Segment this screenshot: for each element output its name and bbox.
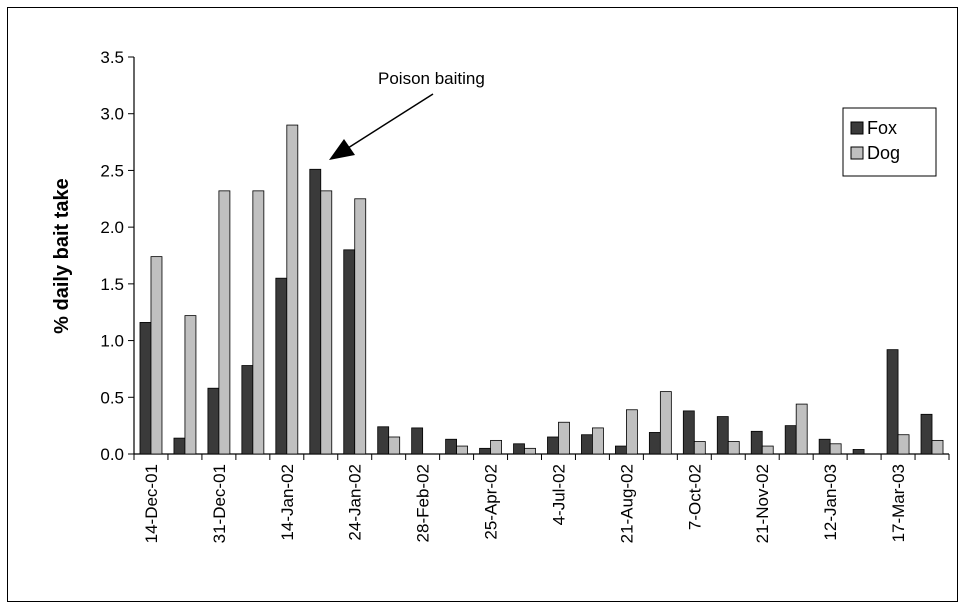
bar-dog: [150, 256, 163, 455]
y-axis-title: % daily bait take: [51, 178, 73, 334]
bar-fox: [716, 416, 729, 455]
bar-dog: [218, 190, 231, 455]
bar-dog: [490, 439, 502, 455]
bar-fox: [886, 349, 899, 455]
bar-dog: [626, 409, 638, 455]
bar-fox: [309, 168, 322, 455]
bar-dog: [558, 421, 570, 455]
y-tick-label: 0.0: [100, 445, 124, 464]
legend-label-dog: Dog: [867, 143, 900, 163]
bar-fox: [241, 365, 254, 455]
bar-fox: [547, 436, 559, 455]
annotation-text: Poison baiting: [378, 69, 485, 88]
bar-fox: [343, 249, 356, 455]
bar-fox: [479, 447, 491, 455]
annotation: Poison baiting: [329, 69, 485, 160]
y-tick-label: 1.5: [100, 275, 124, 294]
y-tick-label: 1.0: [100, 332, 124, 351]
bar-dog: [320, 190, 333, 455]
bar-fox: [377, 426, 390, 455]
bar-dog: [931, 439, 944, 455]
bar-fox: [411, 427, 424, 455]
bar-dog: [184, 315, 197, 455]
y-tick-label: 3.0: [100, 105, 124, 124]
bar-dog: [897, 434, 910, 455]
legend-label-fox: Fox: [867, 118, 897, 138]
bar-fox: [445, 438, 458, 455]
bar-fox: [750, 430, 763, 455]
bar-fox: [852, 449, 865, 455]
x-tick-label: 14-Jan-02: [278, 464, 297, 541]
legend-swatch-fox: [850, 121, 864, 135]
legend: Fox Dog: [842, 107, 937, 177]
x-tick-label: 7-Oct-02: [685, 464, 704, 530]
legend-box: [842, 107, 937, 177]
bar-dog: [795, 403, 808, 455]
bar-dog: [388, 436, 401, 455]
bar-dog: [659, 391, 672, 455]
bar-dog: [829, 443, 842, 455]
x-tick-label: 4-Jul-02: [549, 464, 568, 525]
bar-fox: [275, 277, 288, 455]
x-tick-label: 21-Nov-02: [753, 464, 772, 543]
bar-dog: [456, 445, 469, 455]
bar-dog: [524, 447, 536, 455]
x-tick-label: 12-Jan-03: [821, 464, 840, 541]
x-tick-label: 31-Dec-01: [210, 464, 229, 543]
bar-fox: [818, 438, 831, 455]
bar-fox: [207, 387, 220, 455]
axes: [128, 56, 950, 460]
x-tick-label: 28-Feb-02: [414, 464, 433, 542]
bar-fox: [648, 432, 661, 455]
y-tick-label: 0.5: [100, 388, 124, 407]
x-tick-label: 25-Apr-02: [482, 464, 501, 540]
y-tick-label: 3.5: [100, 48, 124, 67]
bar-dog: [354, 198, 367, 455]
bar-fox: [682, 410, 695, 455]
annotation-arrowhead-icon: [329, 139, 355, 160]
bar-dog: [592, 427, 604, 455]
tick-labels: 0.0 0.5 1.0 1.5 2.0 2.5 3.0 3.5 14-Dec-01 31-Dec-…: [100, 48, 908, 543]
bar-dog: [761, 445, 774, 455]
x-tick-label: 17-Mar-03: [889, 464, 908, 542]
x-tick-label: 24-Jan-02: [346, 464, 365, 541]
bar-fox: [784, 425, 797, 455]
bar-fox: [513, 443, 525, 455]
y-tick-label: 2.0: [100, 218, 124, 237]
bar-dog: [252, 190, 265, 455]
x-tick-label: 21-Aug-02: [617, 464, 636, 543]
bar-fox: [139, 322, 152, 455]
bar-dog: [693, 441, 706, 455]
annotation-arrow-line: [347, 93, 434, 149]
bar-fox: [581, 434, 593, 455]
legend-swatch-dog: [850, 146, 864, 160]
chart-frame: [7, 7, 958, 602]
bar-fox: [173, 437, 186, 455]
bar-dog: [286, 124, 299, 455]
y-tick-label: 2.5: [100, 161, 124, 180]
bars: [139, 124, 944, 455]
x-tick-label: 14-Dec-01: [142, 464, 161, 543]
bar-fox: [920, 413, 933, 455]
bar-fox: [615, 445, 627, 455]
bar-dog: [727, 441, 740, 455]
